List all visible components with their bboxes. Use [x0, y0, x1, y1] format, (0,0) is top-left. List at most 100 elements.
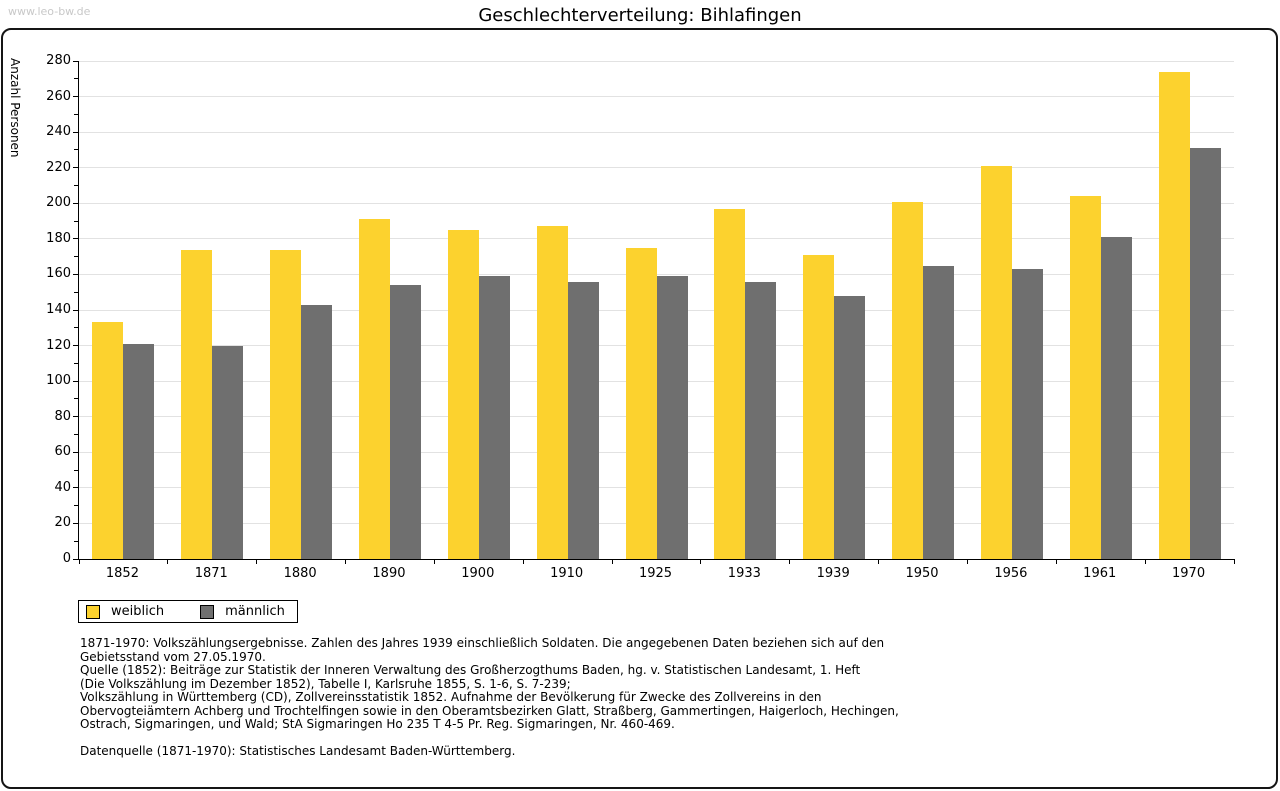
x-tick-1 — [167, 559, 169, 564]
y-tick-label-120: 120 — [46, 337, 71, 353]
y-major-tick-40 — [73, 487, 79, 489]
gridline-260 — [79, 96, 1234, 98]
footnote-line-5: Volkszählung in Württemberg (CD), Zollve… — [80, 690, 822, 704]
y-minor-tick-70 — [74, 434, 79, 435]
footnote-line-7: Ostrach, Sigmaringen, und Wald; StA Sigm… — [80, 717, 675, 731]
bar-weiblich-1956 — [980, 165, 1012, 559]
bar-weiblich-1890 — [358, 219, 390, 559]
y-tick-label-220: 220 — [46, 159, 71, 175]
bar-männlich-1961 — [1100, 237, 1132, 559]
y-minor-tick-230 — [74, 149, 79, 151]
y-axis-title: Anzahl Personen — [8, 58, 22, 158]
x-tick-label-1939: 1939 — [816, 566, 850, 581]
footnote-lines: 1871-1970: Volkszählungsergebnisse. Zahl… — [80, 636, 1200, 732]
y-major-tick-200 — [73, 202, 79, 204]
x-tick-label-1852: 1852 — [105, 566, 139, 581]
x-tick-label-1950: 1950 — [905, 566, 939, 581]
x-tick-label-1961: 1961 — [1083, 566, 1117, 581]
x-tick-3 — [345, 559, 347, 564]
x-tick-6 — [611, 559, 613, 564]
bar-männlich-1871 — [212, 345, 244, 559]
bar-weiblich-1910 — [536, 226, 568, 559]
y-axis-tick-labels: 0 20 40 60 80 100 120 140 160 180 200 220 240 260 280 — [0, 53, 71, 566]
footnote-line-3: Quelle (1852): Beiträge zur Statistik de… — [80, 663, 861, 677]
chart-frame-border — [1, 28, 1278, 789]
chart-title: Geschlechterverteilung: Bihlafingen — [478, 5, 802, 26]
x-tick-13 — [1233, 559, 1235, 564]
gridline-240 — [79, 131, 1234, 133]
bar-männlich-1933 — [745, 281, 777, 559]
bar-weiblich-1933 — [714, 208, 746, 559]
y-major-tick-160 — [73, 273, 79, 275]
plot-area — [73, 60, 1235, 564]
x-tick-9 — [878, 559, 880, 564]
y-minor-tick-170 — [74, 256, 79, 258]
y-tick-label-0: 0 — [62, 551, 71, 566]
footnotes: 1871-1970: Volkszählungsergebnisse. Zahl… — [80, 636, 1200, 758]
y-major-tick-120 — [73, 345, 79, 347]
y-minor-tick-110 — [74, 362, 79, 364]
legend-item-weiblich: weiblich — [86, 604, 164, 619]
y-minor-tick-90 — [74, 398, 79, 400]
bar-männlich-1939 — [834, 295, 866, 559]
x-tick-label-1933: 1933 — [727, 566, 761, 581]
bar-männlich-1910 — [567, 281, 599, 559]
y-minor-tick-250 — [74, 113, 79, 115]
footnote-line-1: 1871-1970: Volkszählungsergebnisse. Zahl… — [80, 636, 885, 650]
legend-swatch-männlich — [200, 604, 215, 619]
x-tick-12 — [1144, 559, 1146, 564]
bar-männlich-1880 — [301, 304, 333, 559]
y-tick-label-20: 20 — [54, 515, 71, 531]
watermark: www.leo-bw.de — [8, 5, 91, 18]
x-tick-4 — [433, 559, 435, 564]
data-source-line: Datenquelle (1871-1970): Statistisches L… — [80, 743, 516, 758]
legend-label-männlich: männlich — [225, 604, 285, 619]
x-tick-label-1925: 1925 — [638, 566, 673, 581]
y-major-tick-20 — [73, 522, 79, 524]
y-major-tick-80 — [73, 416, 79, 418]
footnote-line-6: Obervogteiämtern Achberg und Trochtelfin… — [80, 703, 899, 718]
x-tick-5 — [522, 559, 524, 564]
y-tick-label-240: 240 — [46, 124, 71, 140]
footnote-line-4: (Die Volkszählung im Dezember 1852), Tab… — [80, 676, 571, 691]
gridline-160 — [79, 273, 1234, 275]
bar-weiblich-1970 — [1158, 71, 1190, 559]
x-tick-11 — [1055, 559, 1057, 564]
x-tick-label-1880: 1880 — [283, 566, 317, 581]
y-minor-tick-190 — [74, 220, 79, 222]
bar-männlich-1956 — [1011, 269, 1043, 559]
x-tick-10 — [966, 559, 968, 564]
bar-männlich-1950 — [923, 265, 955, 559]
y-tick-label-200: 200 — [46, 195, 71, 211]
x-tick-0 — [78, 559, 80, 564]
y-minor-tick-210 — [74, 185, 79, 186]
x-tick-2 — [256, 559, 258, 564]
y-minor-tick-130 — [74, 327, 79, 329]
bar-weiblich-1950 — [892, 201, 924, 559]
gridline-200 — [79, 202, 1234, 204]
bar-männlich-1970 — [1189, 148, 1221, 559]
x-tick-8 — [789, 559, 791, 564]
y-tick-label-80: 80 — [54, 408, 71, 424]
x-tick-label-1890: 1890 — [372, 566, 406, 581]
y-tick-label-280: 280 — [46, 53, 71, 68]
y-tick-label-140: 140 — [46, 302, 71, 317]
x-axis-tick-labels: 1852 1871 1880 1890 1900 1910 1925 1933 1939 1950… — [78, 566, 1233, 582]
bar-weiblich-1939 — [803, 254, 835, 559]
y-major-tick-60 — [73, 451, 79, 453]
y-minor-tick-270 — [74, 78, 79, 80]
bar-männlich-1925 — [656, 276, 688, 559]
y-major-tick-240 — [73, 131, 79, 133]
legend-item-männlich: männlich — [200, 604, 285, 619]
footnote-line-2: Gebietsstand vom 27.05.1970. — [80, 649, 266, 664]
y-minor-tick-10 — [74, 540, 79, 542]
x-tick-7 — [700, 559, 702, 564]
y-major-tick-260 — [73, 96, 79, 98]
x-tick-label-1970: 1970 — [1172, 566, 1206, 581]
y-tick-label-100: 100 — [46, 373, 71, 389]
y-tick-label-180: 180 — [46, 230, 71, 246]
y-major-tick-0 — [73, 558, 79, 560]
bar-weiblich-1900 — [447, 229, 479, 559]
y-minor-tick-30 — [74, 505, 79, 507]
y-major-tick-280 — [73, 60, 79, 62]
